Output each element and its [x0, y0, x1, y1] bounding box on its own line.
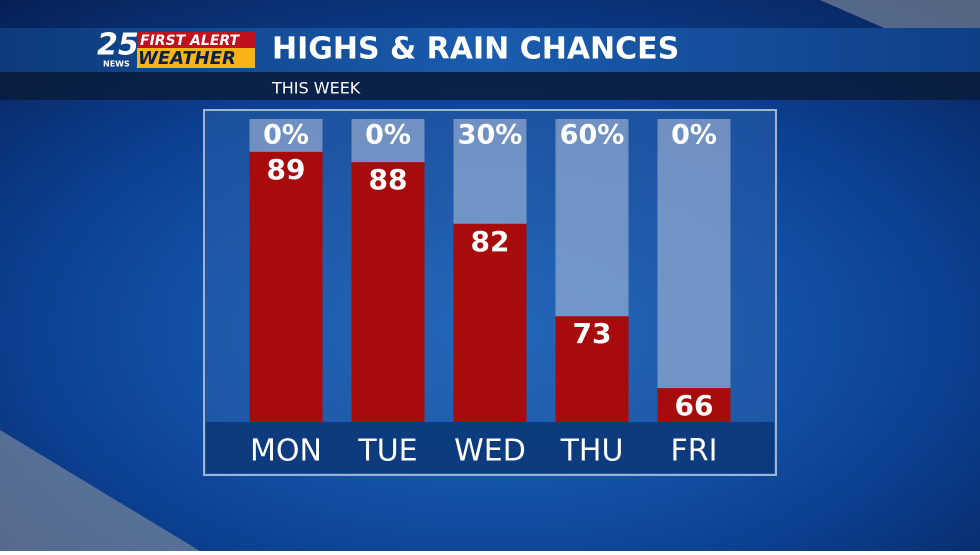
logo-number: 25 [97, 28, 139, 63]
subtitle-banner [0, 72, 980, 100]
logo-box [137, 32, 255, 48]
column-background [657, 119, 731, 422]
decor [0, 430, 200, 551]
logo-line1: FIRST ALERT [140, 33, 241, 49]
value-label: 88 [369, 163, 408, 196]
rain-chance-label: 60% [560, 120, 625, 151]
logo: 25 NEWS FIRST ALERT WEATHER [97, 28, 255, 69]
bar [453, 223, 527, 422]
category-strip [206, 422, 774, 473]
x-tick-label: FRI [671, 434, 718, 469]
logo-line2: WEATHER [138, 48, 236, 69]
value-label: 66 [675, 389, 714, 422]
x-tick-label: MON [250, 434, 322, 469]
logo-station: NEWS [103, 60, 130, 69]
logo-box [137, 48, 255, 68]
x-tick-label: TUE [357, 434, 417, 469]
chart-title: HIGHS & RAIN CHANCES [272, 32, 679, 67]
bar [249, 151, 323, 422]
bar [555, 316, 629, 422]
rain-chance-label: 0% [263, 120, 309, 151]
bar [351, 162, 425, 422]
x-tick-label: THU [560, 434, 624, 469]
chart-subtitle: THIS WEEK [271, 79, 361, 98]
value-label: 89 [267, 153, 306, 186]
x-tick-label: WED [454, 434, 526, 469]
value-label: 82 [471, 225, 510, 258]
rain-chance-label: 0% [365, 120, 411, 151]
rain-chance-label: 30% [458, 120, 523, 151]
value-label: 73 [573, 317, 612, 350]
rain-chance-label: 0% [671, 120, 717, 151]
bar [657, 388, 731, 422]
